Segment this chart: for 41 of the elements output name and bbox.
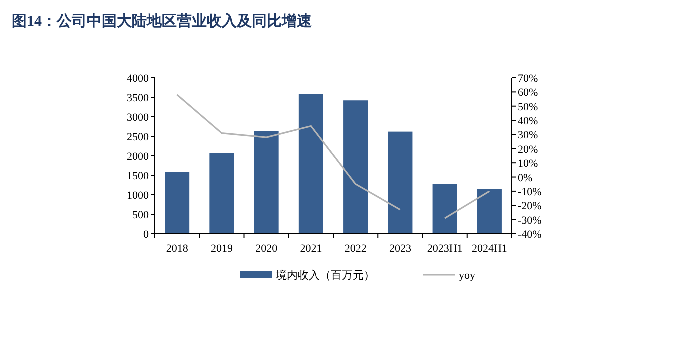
y2-tick-label: 40% xyxy=(518,116,538,128)
y-tick-label: 1000 xyxy=(127,190,150,202)
x-tick-label: 2020 xyxy=(256,243,278,255)
y-tick-label: 3500 xyxy=(127,92,150,104)
y-tick-label: 2000 xyxy=(127,151,150,163)
y2-tick-label: 50% xyxy=(518,101,538,114)
y2-tick-label: 30% xyxy=(518,130,538,142)
y2-tick-label: -40% xyxy=(518,229,542,241)
y2-tick-label: 10% xyxy=(518,158,538,170)
y-tick-label: 3000 xyxy=(127,112,150,124)
x-tick-label: 2019 xyxy=(210,243,234,255)
y-tick-label: 500 xyxy=(132,210,150,222)
bar xyxy=(298,94,324,234)
y2-tick-label: 0% xyxy=(518,172,533,184)
y2-tick-label: 60% xyxy=(518,87,538,100)
y-tick-label: 4000 xyxy=(127,73,150,85)
legend-label: 境内收入（百万元） xyxy=(275,269,375,282)
y2-tick-label: -20% xyxy=(518,200,542,213)
bar xyxy=(477,189,502,234)
y-tick-label: 1500 xyxy=(127,170,150,182)
x-tick-label: 2021 xyxy=(300,243,322,255)
y2-tick-label: -30% xyxy=(518,214,542,227)
y-tick-label: 2500 xyxy=(127,132,150,144)
x-tick-label: 2022 xyxy=(344,243,367,255)
y2-tick-label: 70% xyxy=(518,73,538,85)
y2-tick-label: -10% xyxy=(518,186,542,198)
bar xyxy=(344,100,368,234)
x-tick-label: 2023H1 xyxy=(427,243,463,255)
legend-label: yoy xyxy=(459,270,476,282)
chart-title: 图14：公司中国大陆地区营业收入及同比增速 xyxy=(12,13,313,30)
bar xyxy=(165,172,190,234)
bar xyxy=(388,132,413,234)
y-tick-label: 0 xyxy=(144,229,150,241)
line-series xyxy=(176,94,402,211)
y2-tick-label: 20% xyxy=(518,144,538,156)
x-tick-label: 2023 xyxy=(389,243,412,255)
x-tick-label: 2018 xyxy=(166,243,189,255)
x-tick-label: 2024H1 xyxy=(472,243,508,255)
bar xyxy=(254,131,279,234)
bar xyxy=(432,184,458,234)
bar xyxy=(210,153,234,234)
